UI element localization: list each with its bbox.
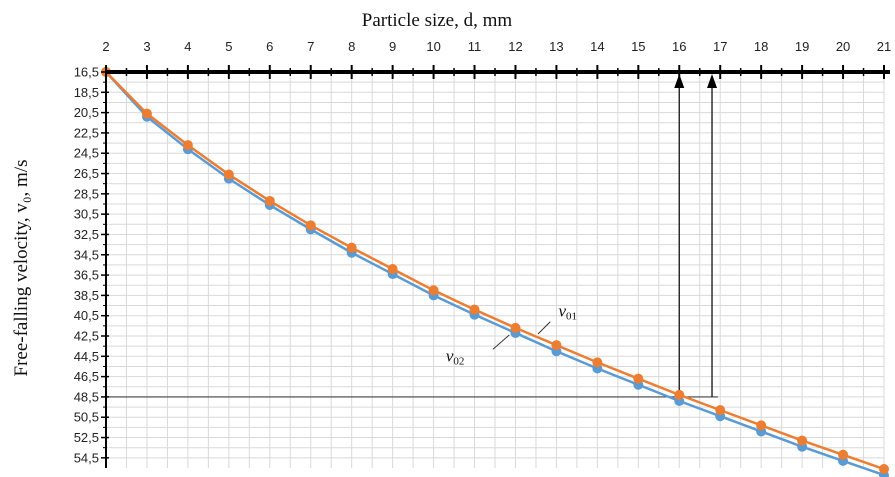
data-point-v01: [264, 195, 275, 206]
y-tick-label: 34,5: [74, 247, 99, 262]
y-tick-label: 40,5: [74, 308, 99, 323]
y-tick-label: 26,5: [74, 166, 99, 181]
y-tick-label: 46,5: [74, 369, 99, 384]
x-tick-label: 15: [631, 39, 645, 54]
reference-arrow-head: [707, 74, 718, 88]
data-point-v01: [223, 169, 234, 180]
y-axis-title: Free-falling velocity, v₀, m/s: [11, 160, 32, 377]
data-point-v01: [715, 405, 726, 416]
data-point-v01: [182, 140, 193, 151]
y-tick-label: 48,5: [74, 389, 99, 404]
y-tick-label: 36,5: [74, 268, 99, 283]
x-tick-label: 7: [307, 39, 314, 54]
chart-series: [101, 67, 889, 477]
y-tick-label: 28,5: [74, 186, 99, 201]
data-point-v01: [879, 464, 889, 475]
x-tick-label: 17: [713, 39, 727, 54]
x-tick-label: 13: [549, 39, 563, 54]
data-point-v01: [469, 304, 480, 315]
y-tick-label: 52,5: [74, 430, 99, 445]
x-tick-label: 21: [877, 39, 891, 54]
data-point-v01: [428, 285, 439, 296]
data-point-v01: [387, 263, 398, 274]
series-line-v01: [105, 71, 885, 471]
y-tick-label: 50,5: [74, 410, 99, 425]
y-tick-label: 20,5: [74, 105, 99, 120]
data-point-v01: [756, 420, 767, 431]
chart-grid: [105, 71, 885, 468]
reference-arrow-head: [674, 74, 685, 88]
y-tick-label: 54,5: [74, 450, 99, 465]
y-tick-label: 30,5: [74, 207, 99, 222]
y-tick-label: 16,5: [74, 65, 99, 80]
data-point-v01: [346, 242, 357, 253]
data-point-v01: [592, 357, 603, 368]
data-point-v01: [305, 220, 316, 231]
x-tick-label: 11: [468, 39, 482, 54]
data-point-v01: [674, 389, 685, 400]
x-tick-label: 3: [143, 39, 150, 54]
x-tick-label: 20: [836, 39, 850, 54]
y-tick-label: 24,5: [74, 146, 99, 161]
data-point-v01: [551, 340, 562, 351]
x-tick-label: 19: [795, 39, 809, 54]
data-point-v01: [797, 435, 808, 446]
x-tick-label: 9: [389, 39, 396, 54]
y-tick-label: 32,5: [74, 227, 99, 242]
x-axis-title: Particle size, d, mm: [362, 10, 513, 31]
x-tick-label: 2: [102, 39, 109, 54]
x-tick-label: 18: [754, 39, 768, 54]
data-point-v01: [510, 322, 521, 333]
y-tick-label: 18,5: [74, 85, 99, 100]
x-tick-label: 8: [348, 39, 355, 54]
y-tick-label: 38,5: [74, 288, 99, 303]
y-tick-label: 44,5: [74, 349, 99, 364]
x-tick-label: 16: [672, 39, 686, 54]
y-tick-label: 42,5: [74, 329, 99, 344]
x-tick-label: 10: [426, 39, 440, 54]
series-label-v01: v01: [558, 302, 577, 323]
x-tick-label: 4: [184, 39, 191, 54]
x-tick-label: 12: [508, 39, 522, 54]
data-point-v01: [838, 449, 849, 460]
x-tick-label: 14: [590, 39, 604, 54]
chart-axes: [101, 65, 890, 468]
series-leader-v02: [492, 334, 510, 350]
data-point-v01: [141, 108, 152, 119]
series-label-v02: v02: [446, 346, 465, 367]
y-tick-label: 22,5: [74, 125, 99, 140]
chart-annotations: [106, 74, 719, 398]
chart-labels: 2 3 4 5 6 7 8 9 10 11 12 13 14 15 16 17 18 19 20 21 16,5 18,5…: [74, 39, 892, 465]
series-line-v02: [105, 71, 885, 477]
series-leader-v01: [537, 321, 551, 335]
x-tick-label: 6: [266, 39, 273, 54]
x-tick-label: 5: [225, 39, 232, 54]
data-point-v01: [633, 373, 644, 384]
